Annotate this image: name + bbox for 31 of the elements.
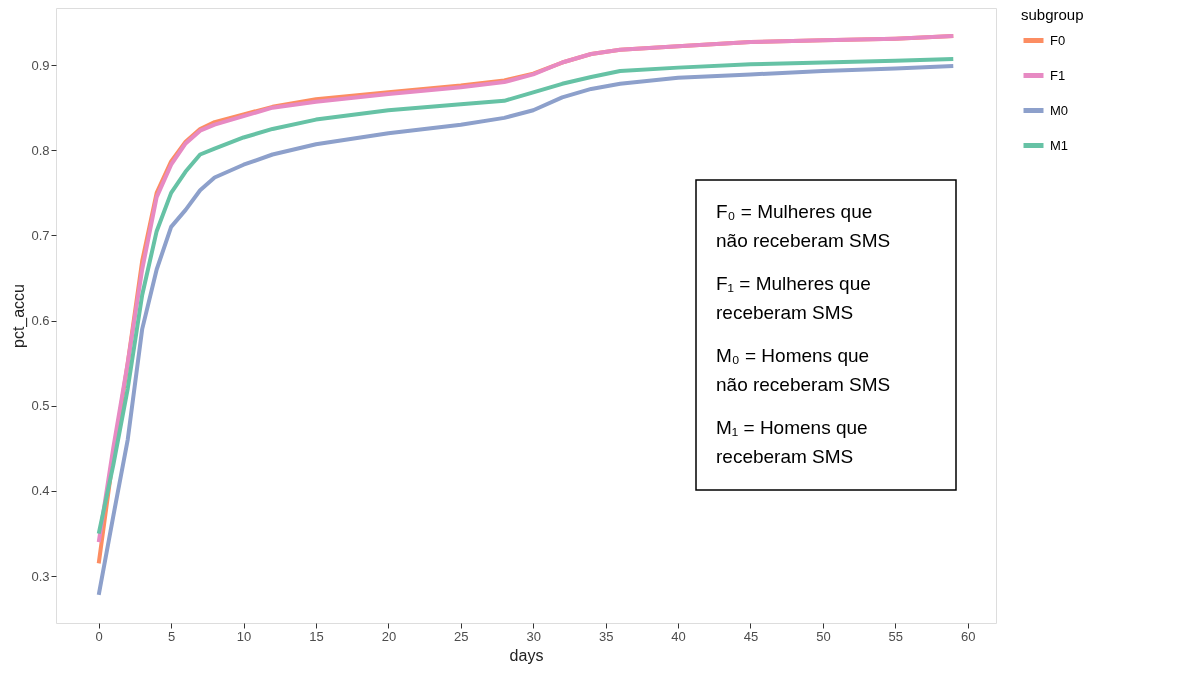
x-tick-label: 5 <box>168 628 176 644</box>
y-tick-label: 0.8 <box>31 142 50 158</box>
x-tick-label: 25 <box>454 628 469 644</box>
x-tick-label: 15 <box>309 628 324 644</box>
y-axis-title: pct_accu <box>10 283 29 349</box>
x-tick-label: 35 <box>598 628 614 644</box>
y-tick-label: 0.9 <box>31 57 50 73</box>
legend-title: subgroup <box>1021 6 1084 23</box>
x-tick-label: 60 <box>961 628 976 644</box>
annotation: M₁ = Homens que receberam SMS <box>716 417 868 467</box>
legend-label: M1 <box>1050 137 1069 153</box>
x-tick-label: 10 <box>236 628 252 644</box>
x-tick-label: 45 <box>743 628 759 644</box>
legend-label: F1 <box>1050 67 1066 83</box>
annotation: F₁ = Mulheres que receberam SMS <box>716 273 871 323</box>
y-tick-label: 0.5 <box>31 398 50 414</box>
y-tick-label: 0.7 <box>31 227 50 243</box>
x-axis-title: days <box>509 646 544 664</box>
annotation: M₀ = Homens que não receberam SMS <box>716 345 891 395</box>
legend-label: M0 <box>1050 102 1069 118</box>
x-tick-label: 30 <box>526 628 541 644</box>
annotation: F₀ = Mulheres que não receberam SMS <box>716 201 891 251</box>
x-tick-label: 40 <box>671 628 686 644</box>
x-tick-label: 50 <box>816 628 831 644</box>
x-tick-label: 55 <box>888 628 904 644</box>
x-tick-label: 0 <box>95 628 103 644</box>
legend-label: F0 <box>1050 32 1066 48</box>
y-tick-label: 0.6 <box>31 313 50 329</box>
y-tick-label: 0.3 <box>31 568 50 584</box>
x-tick-label: 20 <box>381 628 397 644</box>
y-tick-label: 0.4 <box>31 483 50 499</box>
